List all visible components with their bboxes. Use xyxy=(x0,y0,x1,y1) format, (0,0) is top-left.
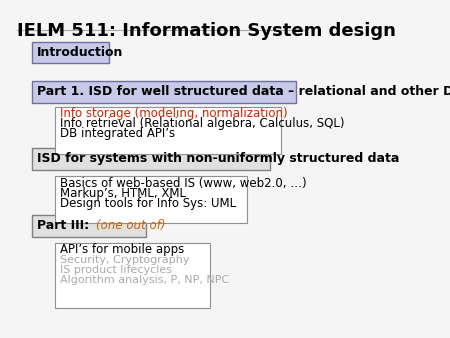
Text: Info retrieval (Relational algebra, Calculus, SQL): Info retrieval (Relational algebra, Calc… xyxy=(60,117,345,130)
Text: Markup’s, HTML, XML: Markup’s, HTML, XML xyxy=(60,187,186,200)
Text: IELM 511: Information System design: IELM 511: Information System design xyxy=(17,22,396,40)
Text: Security, Cryptography: Security, Cryptography xyxy=(60,255,189,265)
Text: Basics of web-based IS (www, web2.0, …): Basics of web-based IS (www, web2.0, …) xyxy=(60,177,306,190)
Text: ISD for systems with non-uniformly structured data: ISD for systems with non-uniformly struc… xyxy=(37,152,399,165)
FancyBboxPatch shape xyxy=(55,107,281,154)
FancyBboxPatch shape xyxy=(32,215,146,237)
Text: Design tools for Info Sys: UML: Design tools for Info Sys: UML xyxy=(60,197,236,210)
Text: Introduction: Introduction xyxy=(37,46,123,59)
Text: Part 1. ISD for well structured data – relational and other DBMS: Part 1. ISD for well structured data – r… xyxy=(37,86,450,98)
Text: Info storage (modeling, normalization): Info storage (modeling, normalization) xyxy=(60,107,288,120)
FancyBboxPatch shape xyxy=(32,148,270,170)
Text: Algorithm analysis, P, NP, NPC: Algorithm analysis, P, NP, NPC xyxy=(60,275,230,285)
FancyBboxPatch shape xyxy=(55,243,210,308)
FancyBboxPatch shape xyxy=(32,81,296,103)
Text: DB integrated API’s: DB integrated API’s xyxy=(60,127,175,140)
Text: API’s for mobile apps: API’s for mobile apps xyxy=(60,243,184,256)
FancyBboxPatch shape xyxy=(55,176,247,223)
Text: IS product lifecycles: IS product lifecycles xyxy=(60,265,172,275)
FancyBboxPatch shape xyxy=(32,42,109,64)
Text: Part III:: Part III: xyxy=(37,219,89,233)
Text: (one out of): (one out of) xyxy=(95,219,165,233)
